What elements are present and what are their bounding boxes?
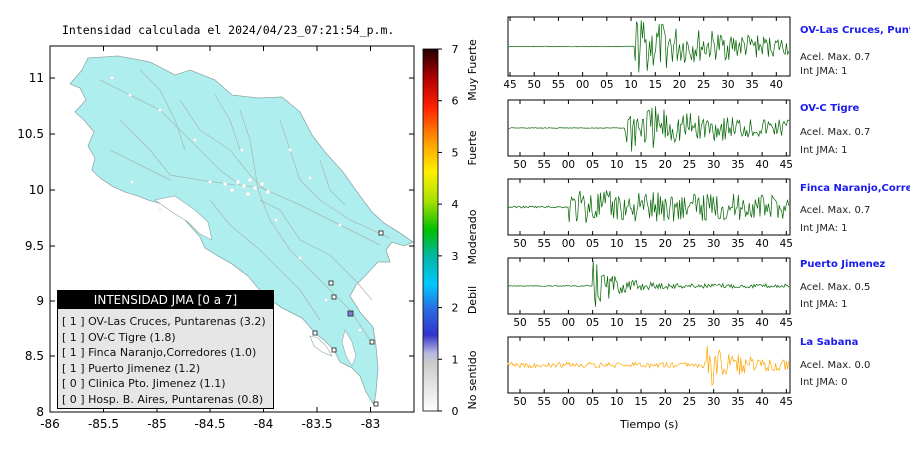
station-jma: Int JMA: 1 — [800, 223, 848, 234]
station-name: Puerto Jimenez — [800, 259, 886, 270]
colorbar-tick-label: 2 — [452, 302, 459, 315]
map-x-tick-label: -84.5 — [194, 417, 225, 431]
time-axis-label: Tiempo (s) — [620, 418, 679, 431]
legend-row: [ 1 ] Puerto Jimenez (1.2) — [62, 361, 201, 375]
colorbar-label: Moderado — [466, 209, 479, 264]
map-y-tick-label: 8 — [36, 405, 44, 419]
station-jma: Int JMA: 0 — [800, 377, 848, 388]
station-name: OV-C Tigre — [800, 103, 860, 114]
intensity-colorbar — [422, 48, 439, 412]
legend-row: [ 1 ] OV-Las Cruces, Puntarenas (3.2) — [62, 315, 266, 328]
station-name: Finca Naranjo,Corredores — [800, 183, 910, 194]
station-accel: Acel. Max. 0.7 — [800, 52, 871, 63]
map-y-tick-label: 10 — [29, 183, 44, 197]
map-x-tick-label: -86 — [40, 417, 60, 431]
map-y-tick-label: 10.5 — [17, 127, 44, 141]
colorbar-label: No sentido — [466, 350, 479, 409]
colorbar-label: Muy Fuerte — [466, 39, 479, 101]
station-accel: Acel. Max. 0.7 — [800, 205, 871, 216]
legend-row: [ 0 ] Clinica Pto. Jimenez (1.1) — [62, 377, 226, 390]
legend-row: [ 0 ] Hosp. B. Aires, Puntarenas (0.8) — [62, 392, 264, 406]
map-x-tick-label: -83 — [361, 417, 381, 431]
map-x-tick-label: -85.5 — [88, 417, 119, 431]
station-accel: Acel. Max. 0.7 — [800, 127, 871, 138]
map-title: Intensidad calculada el 2024/04/23_07:21… — [62, 23, 395, 37]
station-name: OV-Las Cruces, Puntarenas — [800, 25, 910, 36]
costa-rica-land — [69, 55, 414, 407]
colorbar-tick-label: 6 — [452, 95, 459, 108]
map-x-tick-label: -85 — [147, 417, 167, 431]
colorbar-tick-label: 7 — [452, 43, 459, 56]
colorbar-tick-label: 1 — [452, 353, 459, 366]
colorbar-tick-label: 5 — [452, 146, 459, 159]
map-y-tick-label: 11 — [29, 71, 44, 85]
station-jma: Int JMA: 1 — [800, 66, 848, 77]
map-x-tick-label: -83.5 — [301, 417, 332, 431]
map-x-tick-label: -84 — [254, 417, 274, 431]
legend-row: [ 1 ] Finca Naranjo,Corredores (1.0) — [62, 346, 257, 359]
legend-title: INTENSIDAD JMA [0 a 7] — [58, 291, 273, 309]
station-jma: Int JMA: 1 — [800, 145, 848, 156]
station-jma: Int JMA: 1 — [800, 299, 848, 310]
map-y-tick-label: 9 — [36, 294, 44, 308]
map-y-tick-label: 8.5 — [25, 349, 44, 363]
station-accel: Acel. Max. 0.5 — [800, 282, 871, 293]
map-y-tick-label: 9.5 — [25, 239, 44, 253]
colorbar-tick-label: 0 — [452, 405, 459, 418]
colorbar-tick-label: 3 — [452, 250, 459, 263]
legend-row: [ 1 ] OV-C Tigre (1.8) — [62, 330, 176, 344]
station-accel: Acel. Max. 0.0 — [800, 360, 871, 371]
colorbar-tick-label: 4 — [452, 198, 459, 211]
colorbar-label: Fuerte — [466, 130, 479, 165]
colorbar-label: Debil — [466, 286, 479, 314]
intensity-legend: INTENSIDAD JMA [0 a 7] [ 1 ] OV-Las Cruc… — [57, 290, 274, 409]
station-name: La Sabana — [800, 337, 859, 348]
